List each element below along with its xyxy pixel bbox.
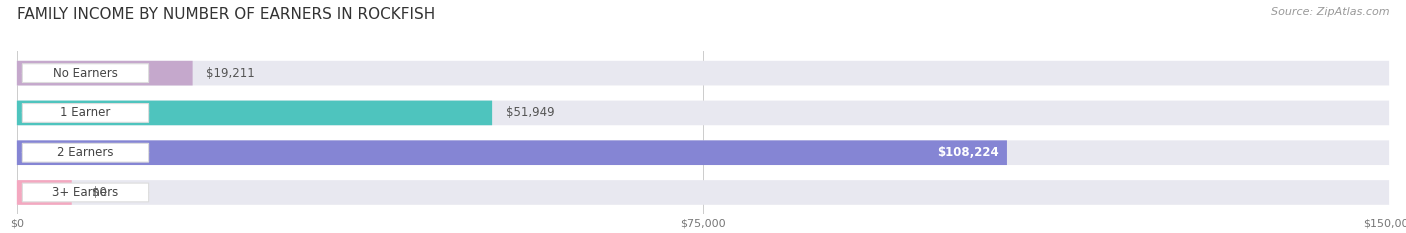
Text: $19,211: $19,211 [207,67,254,80]
FancyBboxPatch shape [22,64,149,82]
FancyBboxPatch shape [17,180,72,205]
FancyBboxPatch shape [22,143,149,162]
Text: $108,224: $108,224 [936,146,998,159]
FancyBboxPatch shape [22,183,149,202]
FancyBboxPatch shape [17,140,1389,165]
FancyBboxPatch shape [17,180,1389,205]
FancyBboxPatch shape [17,101,1389,125]
Text: No Earners: No Earners [53,67,118,80]
Text: 3+ Earners: 3+ Earners [52,186,118,199]
FancyBboxPatch shape [17,61,1389,86]
Text: $51,949: $51,949 [506,106,554,120]
Text: $0: $0 [93,186,107,199]
Text: Source: ZipAtlas.com: Source: ZipAtlas.com [1271,7,1389,17]
FancyBboxPatch shape [22,103,149,122]
FancyBboxPatch shape [17,140,1007,165]
FancyBboxPatch shape [17,61,193,86]
FancyBboxPatch shape [17,101,492,125]
Text: FAMILY INCOME BY NUMBER OF EARNERS IN ROCKFISH: FAMILY INCOME BY NUMBER OF EARNERS IN RO… [17,7,434,22]
Text: 2 Earners: 2 Earners [58,146,114,159]
Text: 1 Earner: 1 Earner [60,106,111,120]
